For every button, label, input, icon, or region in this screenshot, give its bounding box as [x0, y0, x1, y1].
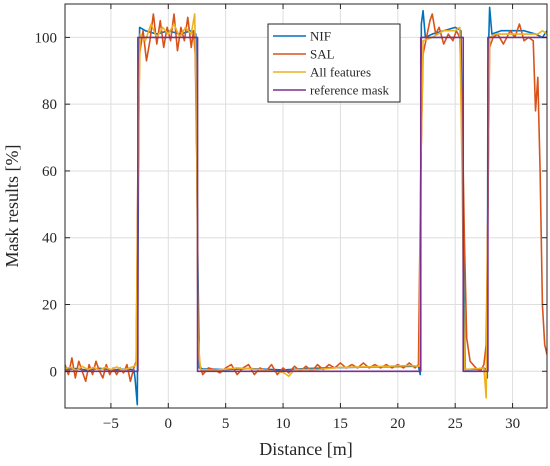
legend-label: NIF	[310, 29, 331, 44]
x-tick-label: 30	[505, 416, 520, 432]
series-line-reference-mask	[65, 36, 547, 373]
y-tick-label: 80	[42, 97, 57, 113]
legend: NIF SAL All features reference mask	[267, 23, 401, 103]
legend-label: reference mask	[310, 83, 390, 98]
tick-labels: −5 0 5 10 15 20 25 30 0 20 40 60 80 100	[35, 30, 521, 432]
legend-label: All features	[310, 65, 371, 80]
plot-frame	[64, 3, 548, 409]
y-tick-label: 40	[42, 231, 57, 247]
x-tick-label: −5	[103, 416, 119, 432]
x-tick-label: 10	[276, 416, 291, 432]
series-layer	[65, 6, 547, 406]
y-axis-label: Mask results [%]	[2, 145, 22, 268]
y-tick-label: 20	[42, 297, 57, 313]
axis-ticks	[65, 4, 547, 408]
x-tick-label: 20	[390, 416, 405, 432]
y-tick-label: 100	[35, 30, 58, 46]
y-tick-label: 60	[42, 164, 57, 180]
series-line-all-features	[65, 13, 547, 399]
x-axis-label: Distance [m]	[259, 439, 352, 459]
legend-box	[267, 23, 401, 103]
x-tick-label: 5	[222, 416, 230, 432]
x-tick-label: 25	[448, 416, 463, 432]
legend-label: SAL	[310, 47, 335, 62]
x-tick-label: 15	[333, 416, 348, 432]
y-tick-label: 0	[50, 364, 58, 380]
x-tick-label: 0	[165, 416, 173, 432]
